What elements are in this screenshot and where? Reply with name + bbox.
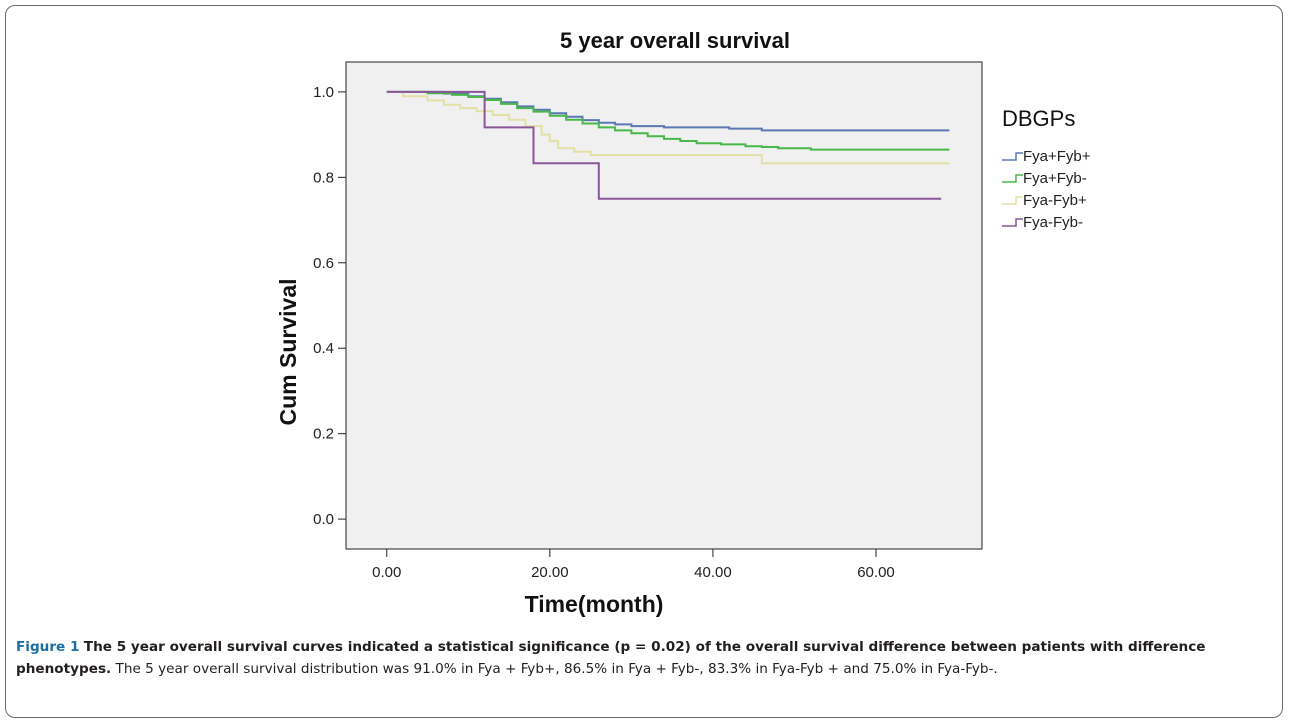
y-tick-label: 0.8 xyxy=(313,169,334,186)
legend-label: Fya+Fyb- xyxy=(1023,170,1087,187)
series-line-Fya-Fyb- xyxy=(386,90,942,200)
y-tick-label: 1.0 xyxy=(313,84,334,101)
x-tick-label: 40.00 xyxy=(694,564,732,581)
legend-label: Fya+Fyb+ xyxy=(1023,148,1091,165)
figure-frame xyxy=(5,5,1283,718)
y-axis-title: Cum Survival xyxy=(275,279,301,426)
legend-title: DBGPs xyxy=(1002,106,1075,131)
y-tick-label: 0.4 xyxy=(313,340,334,357)
survival-curves xyxy=(386,90,950,200)
y-tick-label: 0.6 xyxy=(313,255,334,272)
x-tick-label: 0.00 xyxy=(372,564,401,581)
caption-label: Figure 1 xyxy=(16,639,80,655)
x-axis-title: Time(month) xyxy=(525,591,664,617)
survival-chart: 0.0 0.2 0.4 0.6 0.8 1.0 0.00 20.00 40.00 60.00 5 … xyxy=(275,28,1091,617)
legend-swatch xyxy=(1002,152,1023,161)
chart-title: 5 year overall survival xyxy=(560,28,790,53)
series-line-Fya-Fyb+ xyxy=(386,90,950,165)
x-tick-label: 60.00 xyxy=(857,564,895,581)
legend-swatch xyxy=(1002,196,1023,205)
y-tick-label: 0.0 xyxy=(313,511,334,528)
legend: Fya+Fyb+ Fya+Fyb- Fya-Fyb+ Fya-Fyb- xyxy=(1002,148,1091,231)
axes: 0.0 0.2 0.4 0.6 0.8 1.0 0.00 20.00 40.00 60.00 xyxy=(313,84,895,581)
legend-label: Fya-Fyb- xyxy=(1023,214,1083,231)
x-tick-label: 20.00 xyxy=(531,564,569,581)
plot-area xyxy=(345,61,983,550)
caption-text: The 5 year overall survival distribution… xyxy=(115,661,998,677)
legend-swatch xyxy=(1002,174,1023,183)
y-tick-label: 0.2 xyxy=(313,426,334,443)
legend-label: Fya-Fyb+ xyxy=(1023,192,1087,209)
figure-caption: Figure 1 The 5 year overall survival cur… xyxy=(16,636,1266,680)
legend-swatch xyxy=(1002,218,1023,227)
caption-title: The 5 year overall survival curves indic… xyxy=(16,639,1206,677)
